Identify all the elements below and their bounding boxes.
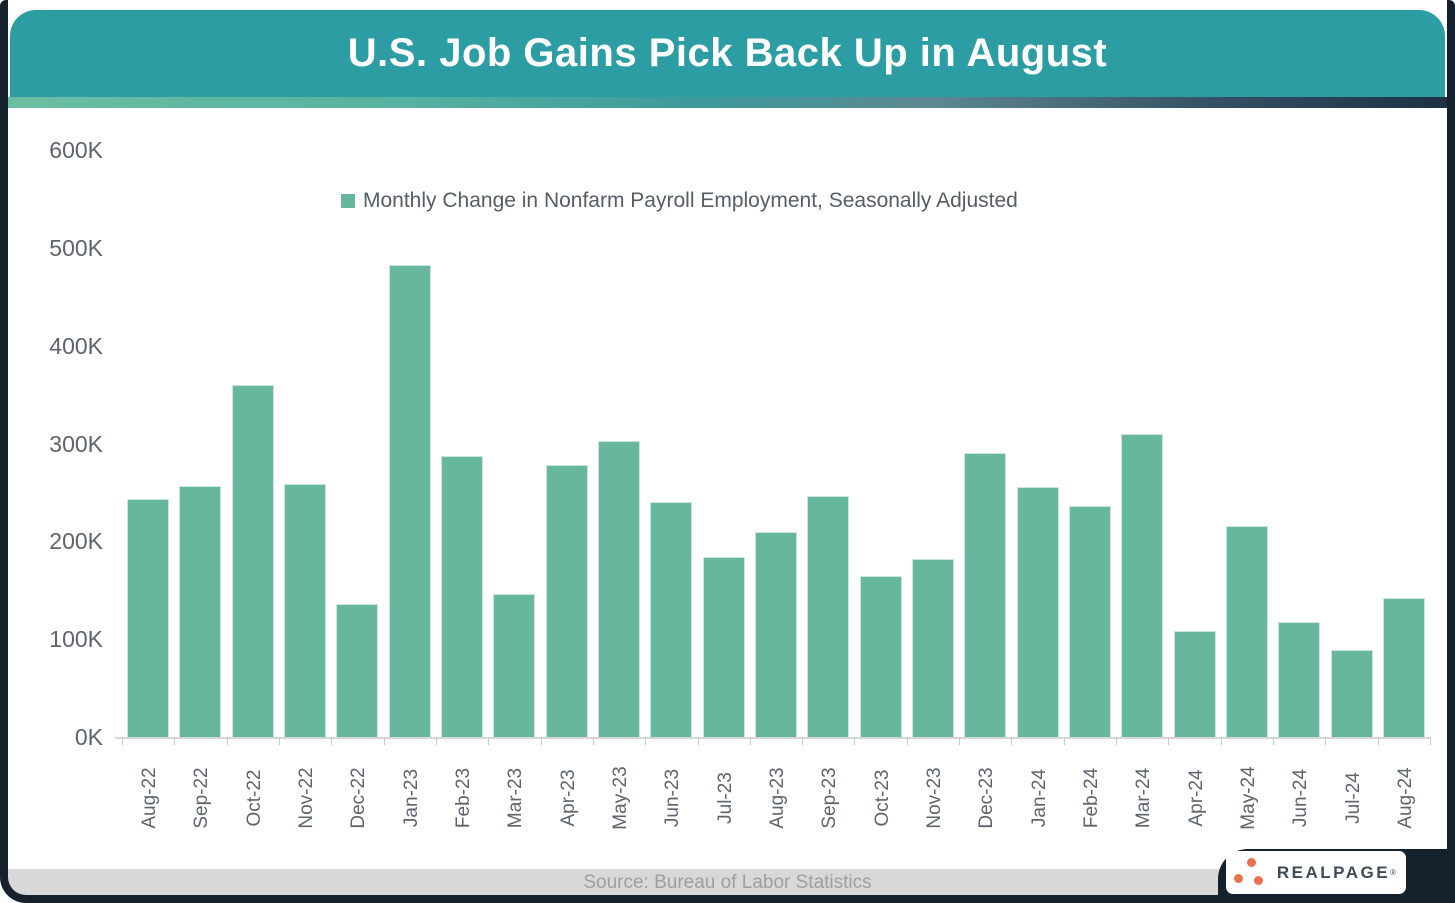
x-tick-label: Jun-23 — [662, 768, 684, 828]
x-tick-label: Feb-23 — [453, 767, 475, 829]
bar — [127, 499, 170, 737]
x-tick-label: Nov-22 — [296, 767, 318, 829]
source-text: Source: Bureau of Labor Statistics — [583, 871, 872, 893]
x-tick — [278, 737, 280, 745]
x-tick-label: May-24 — [1237, 766, 1259, 830]
bar — [1016, 487, 1059, 737]
x-tick — [1273, 737, 1275, 745]
bar — [284, 484, 327, 737]
x-tick-label: Jan-23 — [400, 768, 422, 828]
realpage-logo-text: REALPAGE — [1276, 862, 1391, 882]
x-tick — [1430, 737, 1431, 745]
x-tick — [1116, 737, 1118, 745]
bar — [598, 441, 641, 737]
x-tick — [749, 737, 751, 745]
x-tick — [1325, 737, 1327, 745]
x-tick — [435, 737, 437, 745]
y-tick-label: 500K — [49, 234, 103, 261]
chart-header: U.S. Job Gains Pick Back Up in August — [10, 10, 1445, 97]
x-tick-label: Mar-24 — [1133, 767, 1155, 829]
x-tick-label: Jan-24 — [1028, 768, 1050, 828]
x-tick-label: Apr-23 — [557, 769, 579, 827]
x-tick — [1063, 737, 1065, 745]
bar — [336, 604, 379, 737]
x-tick-label: Sep-23 — [819, 767, 841, 829]
bar — [1382, 598, 1425, 737]
x-tick — [331, 737, 333, 745]
x-tick-label: Aug-24 — [1394, 767, 1416, 829]
x-tick-label: Dec-22 — [348, 767, 370, 829]
x-tick-label: Jun-24 — [1290, 768, 1312, 828]
bar — [650, 502, 693, 737]
bar — [1068, 506, 1111, 737]
x-tick-label: Aug-22 — [139, 767, 161, 829]
realpage-dots-icon — [1234, 858, 1268, 888]
x-tick — [122, 737, 123, 745]
x-tick-label: Aug-23 — [767, 767, 788, 829]
x-tick — [959, 737, 961, 745]
x-tick-label: Sep-22 — [191, 767, 213, 829]
x-tick-label: Jul-24 — [1342, 772, 1364, 824]
y-tick-label: 300K — [49, 430, 103, 457]
x-tick-label: Nov-23 — [923, 767, 945, 829]
x-tick-label: Feb-24 — [1080, 767, 1102, 829]
bar — [755, 532, 797, 737]
bar — [807, 496, 850, 737]
bar — [1173, 631, 1216, 737]
y-tick-label: 600K — [49, 137, 103, 163]
bar — [911, 559, 954, 737]
bar — [1225, 526, 1268, 737]
x-tick-label: Mar-23 — [505, 767, 527, 829]
x-tick-label: Oct-22 — [243, 769, 265, 827]
x-tick-label: Apr-24 — [1185, 769, 1207, 827]
x-axis-line — [115, 737, 1431, 739]
registered-mark: ® — [1390, 867, 1396, 877]
chart-title: U.S. Job Gains Pick Back Up in August — [347, 31, 1108, 75]
bar — [1330, 650, 1373, 737]
bar — [231, 385, 274, 737]
x-tick — [1377, 737, 1379, 745]
x-tick — [488, 737, 490, 745]
bar — [179, 486, 222, 737]
bar — [964, 453, 1007, 737]
x-tick — [383, 737, 385, 745]
x-tick — [645, 737, 647, 745]
x-tick — [592, 737, 594, 745]
legend: Monthly Change in Nonfarm Payroll Employ… — [341, 189, 1018, 213]
x-tick-label: Jul-23 — [714, 772, 736, 824]
legend-label: Monthly Change in Nonfarm Payroll Employ… — [363, 189, 1018, 212]
x-tick — [1168, 737, 1170, 745]
realpage-logo: REALPAGE ® — [1226, 851, 1406, 894]
x-tick — [226, 737, 228, 745]
x-tick — [906, 737, 908, 745]
bar — [859, 576, 902, 737]
x-tick-label: Oct-23 — [871, 769, 893, 827]
bar — [702, 557, 745, 737]
header-gradient-divider — [0, 97, 1455, 108]
x-tick-label: Dec-23 — [976, 767, 998, 829]
source-bar: Source: Bureau of Labor Statistics — [8, 869, 1447, 896]
bar — [545, 465, 588, 737]
legend-swatch-icon — [341, 194, 355, 208]
y-tick-label: 100K — [49, 626, 103, 653]
bar — [441, 456, 484, 737]
y-tick-label: 400K — [49, 332, 103, 359]
x-tick-label: May-23 — [610, 766, 632, 830]
x-tick — [854, 737, 856, 745]
x-tick — [1011, 737, 1013, 745]
x-tick — [1220, 737, 1222, 745]
x-tick — [174, 737, 176, 745]
y-tick-label: 200K — [49, 528, 103, 555]
bar — [1121, 434, 1164, 737]
x-tick — [802, 737, 804, 745]
y-tick-label: 0K — [74, 724, 103, 750]
x-tick — [540, 737, 542, 745]
bar — [1278, 622, 1321, 737]
bar — [388, 265, 431, 737]
bar — [493, 594, 536, 737]
x-tick — [697, 737, 699, 745]
